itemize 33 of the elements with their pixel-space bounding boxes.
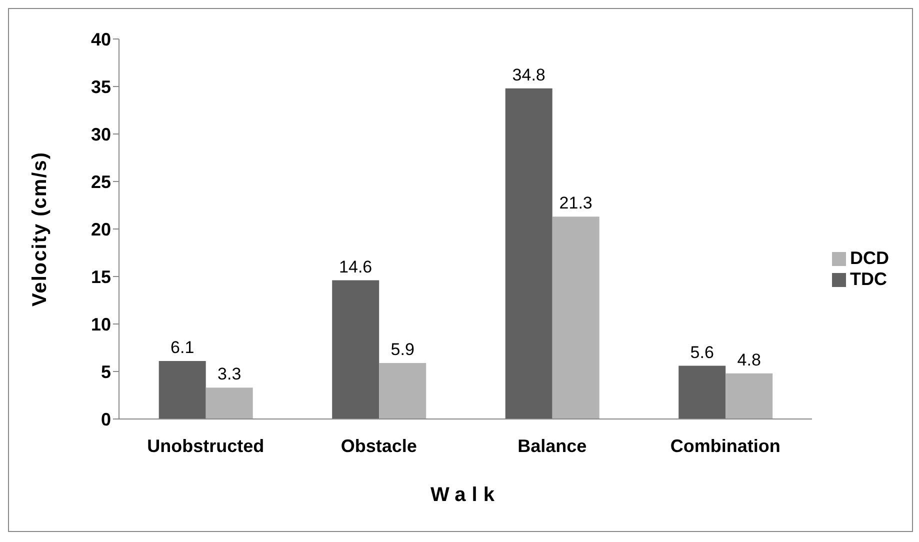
x-tick-label: Obstacle bbox=[340, 436, 417, 456]
data-label: 3.3 bbox=[218, 364, 242, 384]
data-label: 34.8 bbox=[512, 65, 546, 84]
data-label: 4.8 bbox=[737, 350, 761, 370]
bar bbox=[379, 362, 426, 419]
data-label: 6.1 bbox=[170, 338, 194, 358]
y-tick-label: 25 bbox=[90, 172, 111, 192]
y-tick-label: 5 bbox=[100, 362, 111, 382]
bar bbox=[678, 366, 726, 419]
x-tick-label: Unobstructed bbox=[147, 436, 264, 456]
data-label: 5.6 bbox=[690, 342, 714, 362]
x-tick-label: Balance bbox=[518, 436, 587, 456]
data-label: 14.6 bbox=[339, 257, 372, 276]
y-tick-label: 10 bbox=[90, 314, 111, 334]
bar bbox=[158, 361, 206, 419]
y-tick-label: 0 bbox=[100, 409, 111, 430]
y-tick-label: 20 bbox=[90, 219, 111, 240]
y-tick-label: 15 bbox=[90, 266, 111, 287]
y-tick-label: 30 bbox=[90, 124, 111, 144]
data-label: 21.3 bbox=[559, 194, 592, 213]
data-label: 5.9 bbox=[390, 340, 414, 359]
y-tick-label: 35 bbox=[90, 76, 111, 97]
x-axis-title: Walk bbox=[430, 484, 500, 506]
x-tick-label: Combination bbox=[670, 436, 780, 456]
legend-label: DCD bbox=[850, 248, 889, 268]
bar bbox=[726, 373, 773, 419]
bar bbox=[206, 388, 253, 419]
legend-label: TDC bbox=[850, 269, 887, 289]
y-axis-title: Velocity (cm/s) bbox=[29, 151, 52, 307]
bar bbox=[332, 280, 380, 419]
bar bbox=[505, 88, 552, 419]
y-tick-label: 40 bbox=[90, 29, 111, 50]
bar bbox=[552, 216, 600, 419]
